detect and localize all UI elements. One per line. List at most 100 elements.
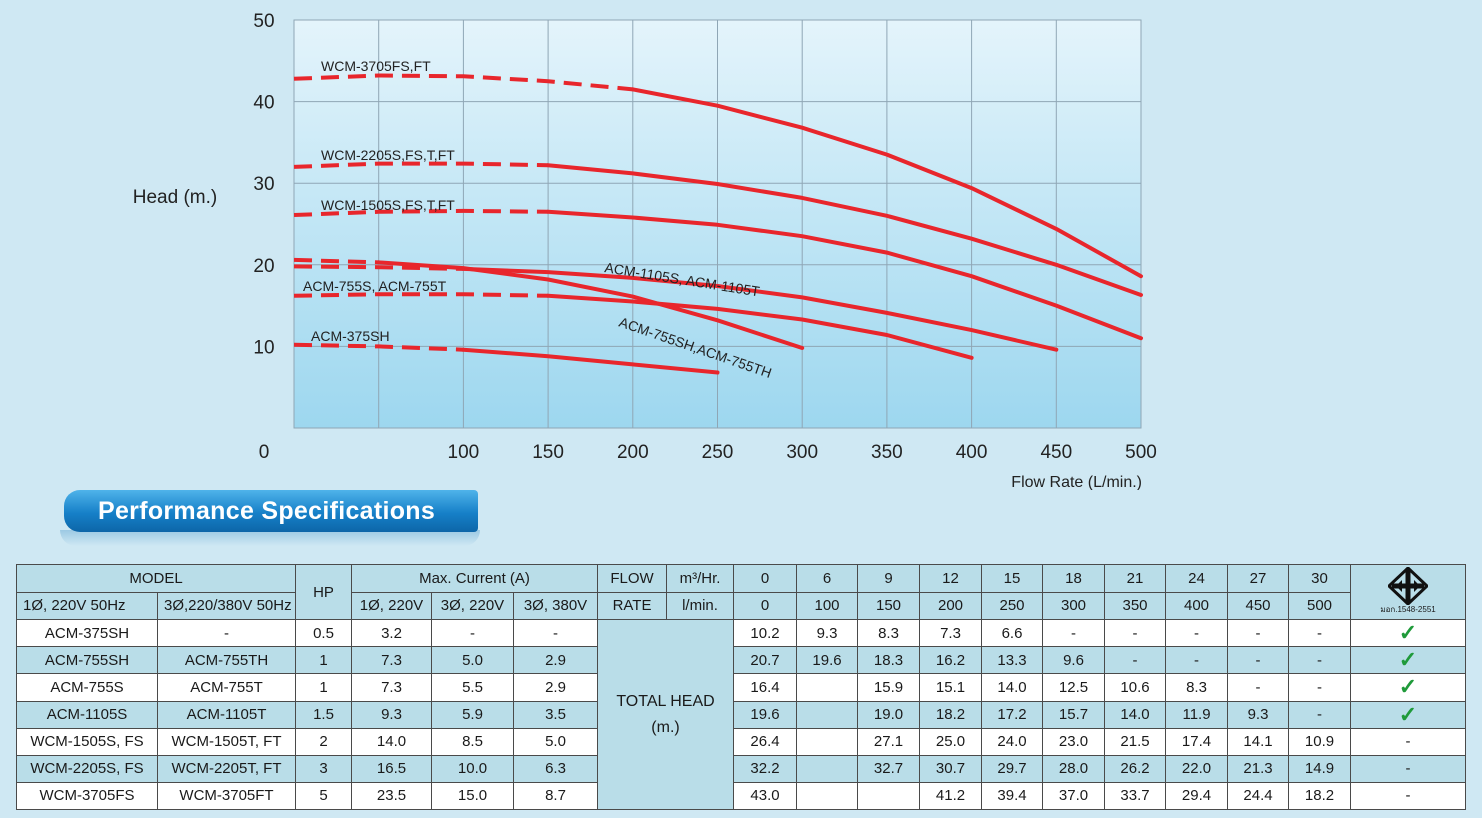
flow-lmin-9: 500 [1288, 591, 1352, 621]
table-row: WCM-3705FS WCM-3705FT 5 23.5 15.0 8.7 43… [16, 781, 1467, 811]
y-tick-label: 30 [253, 174, 274, 195]
flow-header: FLOW [597, 564, 668, 593]
cert-cell: - [1350, 781, 1467, 811]
head-cell: 6.6 [981, 619, 1044, 648]
flow-lmin-0: 0 [733, 591, 798, 621]
current-cell: 3.2 [351, 619, 432, 648]
hp-cell: 0.5 [295, 619, 352, 648]
head-cell [857, 781, 921, 811]
series-dashed-line [293, 73, 633, 92]
x-tick-label: 400 [956, 442, 988, 463]
flow-lmin-6: 350 [1104, 591, 1167, 621]
head-cell: 21.5 [1104, 727, 1167, 756]
head-cell: 19.0 [857, 700, 921, 729]
x-tick-label: 350 [871, 442, 903, 463]
flow-m3-5: 18 [1042, 564, 1106, 593]
head-cell: 29.7 [981, 754, 1044, 783]
model-1ph-cell: ACM-375SH [16, 619, 158, 648]
single-phase-header: 1Ø, 220V 50Hz [16, 591, 158, 621]
three-phase-header: 3Ø,220/380V 50Hz [157, 591, 296, 621]
hp-cell: 1.5 [295, 700, 352, 729]
model-3ph-cell: - [157, 619, 296, 648]
head-cell: 9.3 [1227, 700, 1290, 729]
head-cell: 17.4 [1165, 727, 1229, 756]
head-cell: 15.7 [1042, 700, 1106, 729]
head-cell: 26.2 [1104, 754, 1167, 783]
current-cell: 10.0 [431, 754, 514, 783]
head-cell: 17.2 [981, 700, 1044, 729]
current-cell: - [431, 619, 514, 648]
table-row: ACM-375SH - 0.5 3.2 - - TOTAL HEAD (m.) … [16, 619, 1467, 810]
current-cell: 7.3 [351, 646, 432, 675]
head-cell [796, 673, 859, 702]
rate-header: RATE [597, 591, 668, 621]
series-dashed-line [293, 208, 549, 217]
head-cell: 9.3 [796, 619, 859, 648]
spec-table: MODEL HP Max. Current (A) FLOW m³/Hr. 0 … [16, 563, 1467, 811]
hp-header: HP [295, 563, 352, 621]
head-cell: - [1288, 673, 1352, 702]
flow-lmin-2: 150 [857, 591, 921, 621]
current-cell: 5.0 [512, 727, 599, 756]
head-cell: 27.1 [857, 727, 921, 756]
flow-lmin-5: 300 [1042, 591, 1106, 621]
table-row: ACM-755SH ACM-755TH 1 7.3 5.0 2.9 20.7 1… [16, 646, 1467, 675]
head-cell: 9.6 [1042, 646, 1106, 675]
head-cell: 18.2 [1288, 781, 1352, 811]
head-cell [796, 700, 859, 729]
section-banner: Performance Specifications [64, 490, 478, 532]
cert-check-icon: ✓ [1350, 646, 1467, 675]
certification-mark-icon [1388, 567, 1429, 606]
model-1ph-cell: WCM-3705FS [16, 781, 158, 811]
flow-lmin-8: 450 [1227, 591, 1290, 621]
head-cell: 7.3 [919, 619, 983, 648]
head-cell: 24.4 [1227, 781, 1290, 811]
series-label-acm-375sh: ACM-375SH [311, 328, 390, 344]
cert-cell: - [1350, 727, 1467, 756]
m3-unit-header: m³/Hr. [666, 564, 735, 593]
head-cell: 14.9 [1288, 754, 1352, 783]
head-cell: - [1165, 619, 1229, 648]
current-cell: 7.3 [351, 673, 432, 702]
model-1ph-cell: ACM-755S [16, 673, 158, 702]
x-tick-label: 150 [532, 442, 564, 463]
header-row-1: MODEL HP Max. Current (A) FLOW m³/Hr. 0 … [16, 563, 1467, 621]
series-dashed-line [293, 342, 464, 352]
head-cell: - [1165, 646, 1229, 675]
head-cell [796, 727, 859, 756]
head-cell: 23.0 [1042, 727, 1106, 756]
head-cell: 10.6 [1104, 673, 1167, 702]
x-axis-label: Flow Rate (L/min.) [1011, 474, 1142, 490]
head-cell: 15.9 [857, 673, 921, 702]
flow-m3-8: 27 [1227, 564, 1290, 593]
head-cell: 14.1 [1227, 727, 1290, 756]
current-cell: 2.9 [512, 673, 599, 702]
axis-ticks: 100 150 200 250 300 350 400 450 500 10 20 30 40 50 [253, 11, 1156, 463]
model-1ph-cell: WCM-2205S, FS [16, 754, 158, 783]
head-cell: 18.2 [919, 700, 983, 729]
table-row: ACM-1105S ACM-1105T 1.5 9.3 5.9 3.5 19.6… [16, 700, 1467, 729]
flow-lmin-3: 200 [919, 591, 983, 621]
model-3ph-cell: ACM-755TH [157, 646, 296, 675]
certification-logo: มอก.1548-2551 [1351, 567, 1465, 619]
total-head-text: TOTAL HEAD [616, 692, 715, 710]
head-cell: 10.2 [733, 619, 798, 648]
head-cell: 11.9 [1165, 700, 1229, 729]
curves [293, 73, 1143, 375]
head-cell: 41.2 [919, 781, 983, 811]
current-cell: 3.5 [512, 700, 599, 729]
current-cell: 2.9 [512, 646, 599, 675]
flow-m3-3: 12 [919, 564, 983, 593]
hp-cell: 1 [295, 673, 352, 702]
head-cell: 20.7 [733, 646, 798, 675]
model-1ph-cell: ACM-755SH [16, 646, 158, 675]
hp-cell: 3 [295, 754, 352, 783]
head-cell: 24.0 [981, 727, 1044, 756]
certification-header: มอก.1548-2551 [1350, 563, 1467, 621]
head-cell: 8.3 [857, 619, 921, 648]
current-cell: 5.0 [431, 646, 514, 675]
current-cell: 8.7 [512, 781, 599, 811]
head-cell: 13.3 [981, 646, 1044, 675]
flow-lmin-7: 400 [1165, 591, 1229, 621]
max-current-header: Max. Current (A) [350, 564, 599, 593]
